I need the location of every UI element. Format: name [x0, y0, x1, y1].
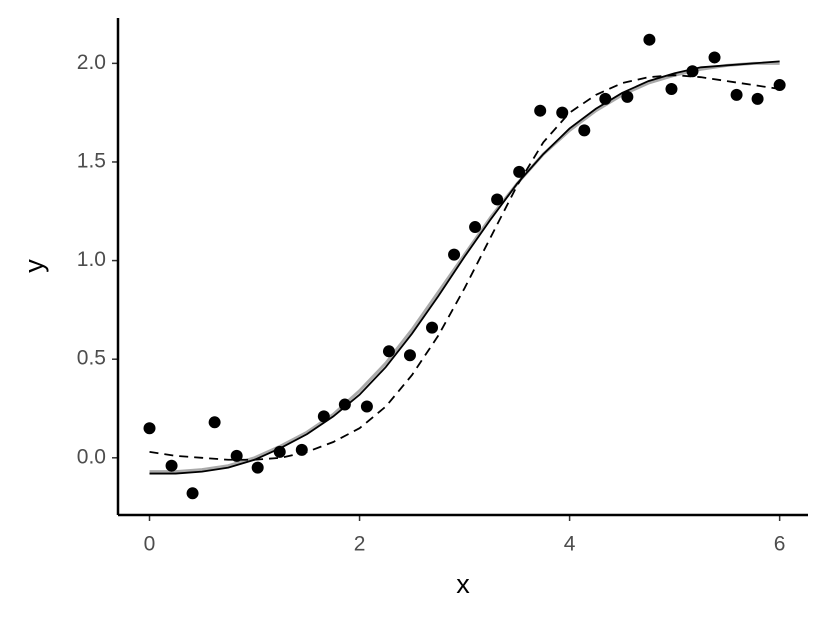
point — [686, 65, 699, 78]
point — [317, 410, 330, 423]
point — [773, 79, 786, 92]
y-tick-label: 1.5 — [77, 150, 106, 173]
x-tick-label: 6 — [774, 533, 786, 556]
point — [208, 416, 221, 429]
x-tick-label: 2 — [354, 533, 366, 556]
point — [143, 422, 156, 435]
point — [599, 92, 612, 105]
point — [708, 51, 721, 64]
point — [469, 221, 482, 234]
point — [448, 248, 461, 261]
point — [273, 445, 286, 458]
y-tick-label: 0.0 — [77, 445, 106, 468]
point — [382, 345, 395, 358]
line — [149, 74, 780, 461]
point — [751, 92, 764, 105]
point — [403, 349, 416, 362]
point — [513, 165, 526, 178]
x-axis-title: x — [456, 569, 470, 599]
point — [534, 104, 547, 117]
y-tick-label: 0.5 — [77, 347, 106, 370]
y-tick-label: 1.0 — [77, 248, 106, 271]
point — [360, 400, 373, 413]
y-tick-label: 2.0 — [77, 51, 106, 74]
point — [556, 106, 569, 119]
point — [165, 459, 178, 472]
line — [149, 60, 780, 475]
point — [186, 487, 199, 500]
x-tick-label: 4 — [564, 533, 576, 556]
point — [665, 83, 678, 95]
point — [251, 461, 264, 474]
point — [295, 443, 308, 456]
point — [426, 321, 439, 334]
point — [491, 193, 504, 206]
point — [621, 90, 634, 103]
x-tick-label: 0 — [144, 533, 156, 556]
point — [338, 398, 351, 411]
point — [230, 449, 243, 462]
y-axis-title: y — [19, 259, 49, 273]
line — [149, 61, 780, 474]
point — [643, 33, 656, 46]
point — [730, 88, 743, 101]
point — [578, 124, 591, 137]
